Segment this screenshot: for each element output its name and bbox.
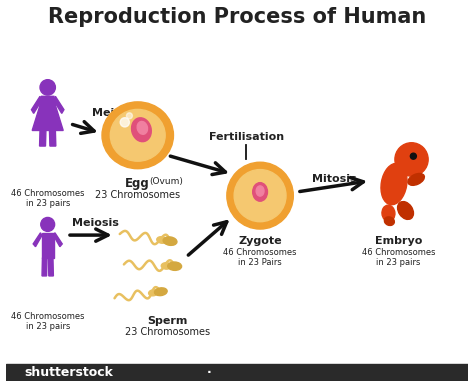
Ellipse shape xyxy=(157,237,167,243)
Text: Reproduction Process of Human: Reproduction Process of Human xyxy=(48,7,426,27)
Text: ·: · xyxy=(207,366,212,379)
Ellipse shape xyxy=(398,202,413,219)
Text: 46 Chromosomes
in 23 pairs: 46 Chromosomes in 23 pairs xyxy=(11,312,84,331)
Circle shape xyxy=(227,162,293,229)
Text: 23 Chromosomes: 23 Chromosomes xyxy=(125,327,210,337)
Ellipse shape xyxy=(132,118,151,142)
Circle shape xyxy=(395,143,428,176)
Polygon shape xyxy=(48,258,54,276)
Polygon shape xyxy=(54,233,62,247)
Ellipse shape xyxy=(382,205,395,222)
Text: 46 Chromosomes
in 23 Pairs: 46 Chromosomes in 23 Pairs xyxy=(223,248,297,267)
Text: Fertilisation: Fertilisation xyxy=(209,132,284,142)
Polygon shape xyxy=(6,364,468,381)
Ellipse shape xyxy=(155,288,167,296)
Text: Sperm: Sperm xyxy=(147,316,188,326)
Circle shape xyxy=(127,113,132,119)
Ellipse shape xyxy=(163,237,177,245)
Text: 23 Chromosomes: 23 Chromosomes xyxy=(95,190,180,200)
Ellipse shape xyxy=(381,163,407,205)
Text: Mitosis: Mitosis xyxy=(311,175,356,185)
Ellipse shape xyxy=(408,173,424,185)
Text: Embryo: Embryo xyxy=(375,236,422,246)
Polygon shape xyxy=(39,131,46,146)
Polygon shape xyxy=(42,258,47,276)
Circle shape xyxy=(41,217,55,231)
Polygon shape xyxy=(49,131,56,146)
Ellipse shape xyxy=(110,109,165,161)
Text: 46 Chromosomes
in 23 pairs: 46 Chromosomes in 23 pairs xyxy=(362,248,435,267)
Text: Egg: Egg xyxy=(125,177,150,190)
Circle shape xyxy=(410,153,416,159)
Ellipse shape xyxy=(256,186,264,196)
Text: 46 Chromosomes
in 23 pairs: 46 Chromosomes in 23 pairs xyxy=(11,189,84,208)
Polygon shape xyxy=(31,96,42,113)
Polygon shape xyxy=(54,96,64,113)
Ellipse shape xyxy=(168,262,182,270)
Polygon shape xyxy=(42,233,54,258)
Text: Meiosis: Meiosis xyxy=(91,108,138,118)
Ellipse shape xyxy=(149,290,158,296)
Circle shape xyxy=(40,80,55,95)
Ellipse shape xyxy=(137,121,147,134)
Polygon shape xyxy=(32,96,63,131)
Polygon shape xyxy=(33,233,42,247)
Circle shape xyxy=(120,118,129,127)
Text: (Ovum): (Ovum) xyxy=(149,177,183,186)
Ellipse shape xyxy=(102,102,173,169)
Ellipse shape xyxy=(253,183,267,201)
Circle shape xyxy=(234,170,286,222)
Text: Meiosis: Meiosis xyxy=(72,218,118,228)
Text: Zygote: Zygote xyxy=(238,236,282,246)
Ellipse shape xyxy=(161,263,172,269)
Ellipse shape xyxy=(384,217,394,225)
Text: shutterstock: shutterstock xyxy=(25,366,113,379)
